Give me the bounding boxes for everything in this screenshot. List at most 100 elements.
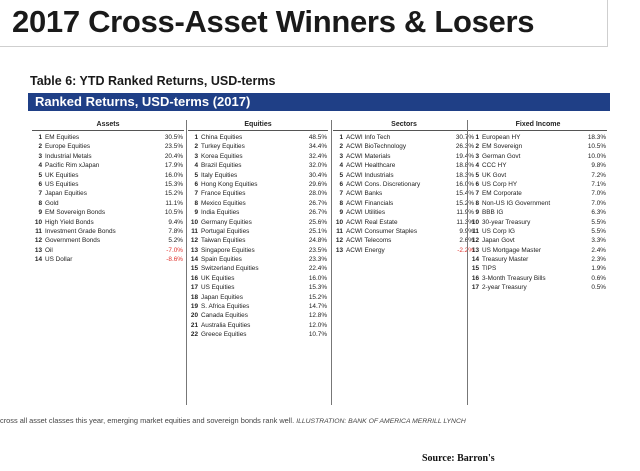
table-row: 1 China Equities 48.5% [188,133,328,142]
row-value: 15.2% [308,293,327,301]
table-row: 15 Switzerland Equities 22.4% [188,264,328,273]
row-value: 7.2% [591,171,606,179]
row-value: 15.3% [164,180,183,188]
row-rank: 7 [38,190,42,198]
table-title-band: Ranked Returns, USD-terms (2017) [28,93,610,111]
row-rank: 5 [475,171,479,179]
row-value: 7.0% [591,190,606,198]
row-name: Australia Equities [201,321,251,329]
table-row: 11 US Corp IG 5.5% [469,227,607,236]
table-row: 10 High Yield Bonds 9.4% [32,218,184,227]
table-caption: Table 6: YTD Ranked Returns, USD-terms [30,74,276,88]
row-value: 10.7% [308,331,327,339]
row-rank: 10 [335,218,343,226]
row-name: Industrial Metals [45,152,92,160]
table-row: 2 Turkey Equities 34.4% [188,142,328,151]
row-name: ACWI Industrials [346,171,394,179]
table-row: 17 2-year Treasury 0.5% [469,283,607,292]
row-rank: 6 [339,180,343,188]
row-name: ACWI Energy [346,246,385,254]
row-value: 28.0% [308,190,327,198]
row-name: EM Equities [45,134,80,141]
row-value: 10.5% [164,209,183,217]
table-title: Ranked Returns, USD-terms (2017) [35,94,251,109]
table-row: 2 EM Sovereign 10.5% [469,142,607,151]
table-row: 2 ACWI BioTechnology 26.3% [333,142,475,151]
row-rank: 9 [38,209,42,217]
table-row: 3 ACWI Materials 19.4% [333,152,475,161]
row-rank: 13 [190,246,198,254]
row-name: Pacific Rim xJapan [45,162,100,170]
row-name: Hong Kong Equities [201,180,258,188]
table-row: 14 Treasury Master 2.3% [469,255,607,264]
column-separator [186,120,187,405]
table-row: 5 UK Equities 16.0% [32,171,184,180]
row-rank: 15 [471,265,479,273]
row-rank: 22 [190,331,198,339]
row-rank: 12 [335,237,343,245]
row-name: ACWI Healthcare [346,162,396,170]
row-value: 9.4% [168,218,183,226]
row-rank: 9 [475,209,479,217]
row-rank: 16 [190,274,198,282]
table-row: 7 Japan Equities 15.2% [32,189,184,198]
row-name: High Yield Bonds [45,218,94,226]
row-name: Non-US IG Government [482,199,551,207]
row-name: Treasury Master [482,256,529,264]
row-rank: 8 [475,199,479,207]
table-row: 2 Europe Equities 23.5% [32,142,184,151]
table-row: 7 France Equities 28.0% [188,189,328,198]
row-name: European HY [482,134,521,141]
table-row: 8 Non-US IG Government 7.0% [469,199,607,208]
row-value: 1.9% [591,265,606,273]
table-row: 17 US Equities 15.3% [188,283,328,292]
table-row: 10 Germany Equities 25.6% [188,218,328,227]
table-row: 12 Taiwan Equities 24.8% [188,236,328,245]
row-name: ACWI Telecoms [346,237,392,245]
column-header: Equities [244,121,272,128]
title-vertical-divider [607,0,608,47]
table-row: 10 ACWI Real Estate 11.3% [333,218,475,227]
row-value: 25.6% [308,218,327,226]
table-row: 13 US Mortgage Master 2.4% [469,246,607,255]
row-rank: 4 [339,162,343,170]
table-row: 12 Japan Govt 3.3% [469,236,607,245]
row-rank: 7 [194,190,198,198]
row-rank: 14 [471,256,479,264]
row-value: 23.5% [308,246,327,254]
row-value: 16.0% [455,180,474,188]
row-name: Switzerland Equities [201,265,259,273]
row-value: 2.4% [591,246,606,254]
row-rank: 1 [339,134,343,141]
row-rank: 8 [38,199,42,207]
row-name: Spain Equities [201,256,242,264]
row-value: 10.5% [587,143,606,151]
row-rank: 2 [194,143,198,151]
row-name: France Equities [201,190,246,198]
table-row: 9 ACWI Utilities 11.9% [333,208,475,217]
row-name: CCC HY [482,162,507,170]
row-value: 6.3% [591,209,606,217]
row-value: 32.4% [308,152,327,160]
table-row: 1 European HY 18.3% [469,133,607,142]
table-row: 20 Canada Equities 12.8% [188,311,328,320]
row-name: EM Corporate [482,190,522,198]
row-name: Japan Equities [45,190,87,198]
row-rank: 2 [475,143,479,151]
table-row: 11 Investment Grade Bonds 7.8% [32,227,184,236]
row-name: EM Sovereign [482,143,523,151]
column-header: Fixed Income [515,121,561,128]
row-value: 22.4% [308,265,327,273]
row-rank: 19 [190,303,198,311]
row-rank: 3 [194,152,198,160]
row-name: ACWI Materials [346,152,391,160]
row-value: 2.3% [591,256,606,264]
table-row: 5 Italy Equities 30.4% [188,171,328,180]
row-rank: 16 [471,274,479,282]
row-name: Greece Equities [201,331,247,339]
row-name: EM Sovereign Bonds [45,209,106,217]
row-name: ACWI Utilities [346,209,386,217]
row-value: 19.4% [455,152,474,160]
row-rank: 7 [339,190,343,198]
